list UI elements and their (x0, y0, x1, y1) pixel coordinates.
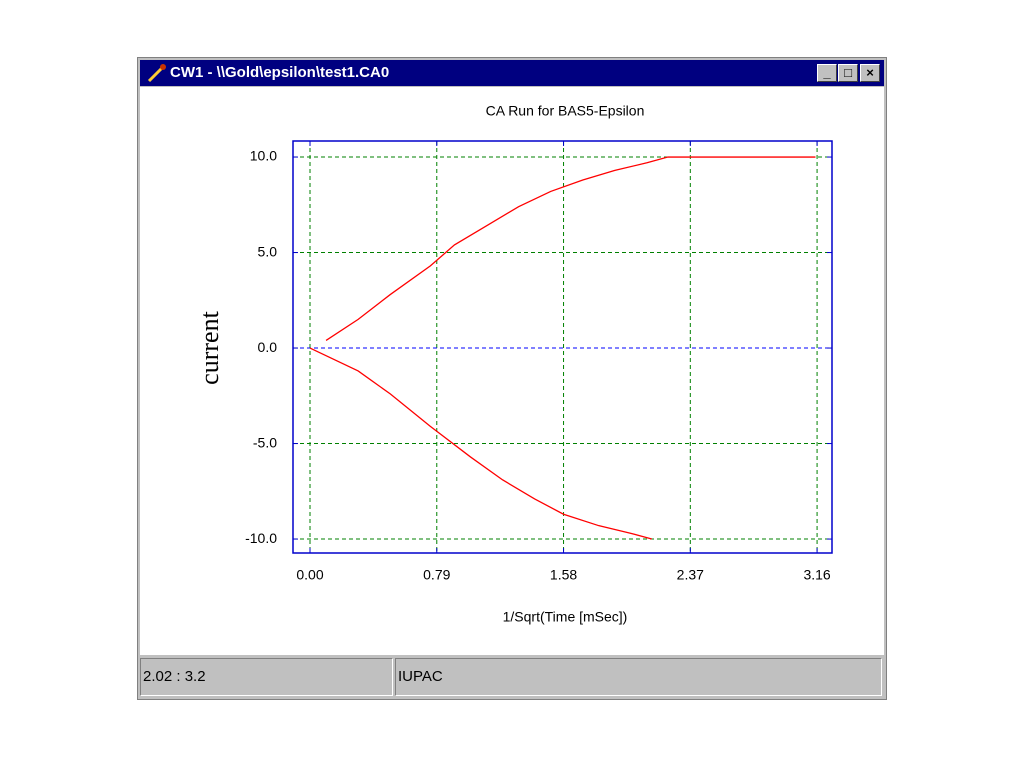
x-tick-label: 3.16 (803, 567, 830, 583)
x-axis-label: 1/Sqrt(Time [mSec]) (503, 609, 628, 625)
data-line (309, 347, 652, 540)
y-tick-label: 5.0 (258, 243, 278, 259)
minimize-button[interactable]: _ (817, 64, 837, 82)
app-icon (147, 64, 166, 83)
title-bar: CW1 - \\Gold\epsilon\test1.CA0 _ □ × (140, 60, 884, 86)
status-cell: IUPAC (395, 658, 882, 696)
x-tick-label: 0.00 (296, 567, 323, 583)
plot-frame (292, 140, 833, 554)
data-line (325, 156, 816, 341)
window-title: CW1 - \\Gold\epsilon\test1.CA0 (170, 64, 390, 81)
y-tick-label: 10.0 (250, 148, 277, 164)
y-tick-label: -10.0 (245, 530, 277, 546)
x-tick-label: 2.37 (677, 567, 704, 583)
y-tick-label: -5.0 (253, 434, 277, 450)
window: CW1 - \\Gold\epsilon\test1.CA0 _ □ × CA … (137, 57, 887, 700)
close-button[interactable]: × (860, 64, 880, 82)
maximize-button[interactable]: □ (838, 64, 858, 82)
x-tick-label: 1.58 (550, 567, 577, 583)
chart-title: CA Run for BAS5-Epsilon (486, 103, 645, 119)
x-tick-label: 0.79 (423, 567, 450, 583)
status-cell: 2.02 : 3.2 (140, 658, 393, 696)
client-area: CA Run for BAS5-Epsilon 1/Sqrt(Time [mSe… (140, 87, 884, 655)
chart: CA Run for BAS5-Epsilon 1/Sqrt(Time [mSe… (195, 103, 833, 625)
y-tick-label: 0.0 (258, 339, 278, 355)
y-axis-label: current (195, 310, 224, 384)
